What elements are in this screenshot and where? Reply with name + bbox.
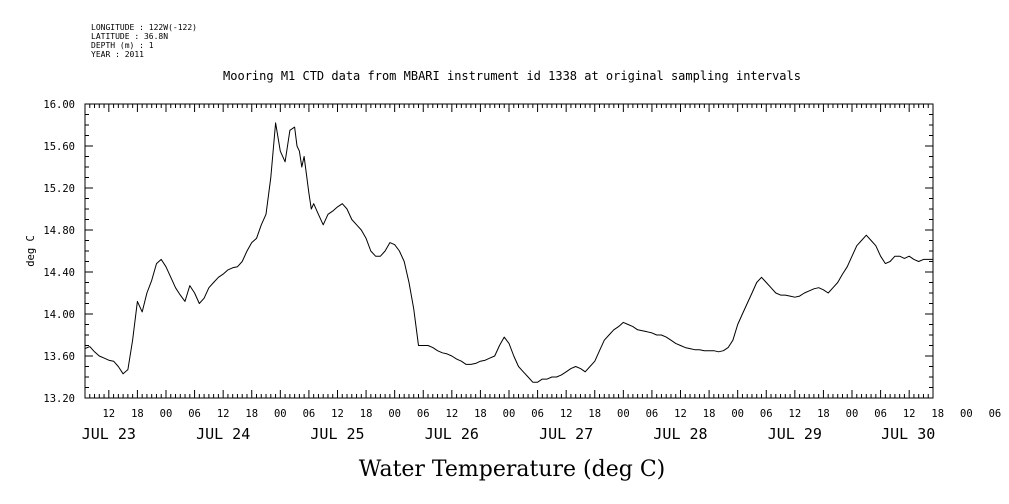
x-hour-label: 18 <box>817 408 830 420</box>
x-hour-label: 00 <box>274 408 287 420</box>
y-tick-label: 14.00 <box>43 309 75 321</box>
x-hour-label: 12 <box>102 408 115 420</box>
chart-title: Mooring M1 CTD data from MBARI instrumen… <box>223 69 801 83</box>
y-tick-label: 15.20 <box>43 183 75 195</box>
x-hour-label: 12 <box>217 408 230 420</box>
x-day-label: JUL 27 <box>539 425 593 443</box>
y-tick-label: 14.80 <box>43 225 75 237</box>
x-hour-label: 06 <box>303 408 316 420</box>
x-hour-label: 00 <box>160 408 173 420</box>
x-hour-label: 18 <box>131 408 144 420</box>
x-hour-label: 18 <box>245 408 258 420</box>
y-axis-label: deg C <box>25 235 37 267</box>
x-hour-label: 06 <box>531 408 544 420</box>
x-hour-label: 00 <box>503 408 516 420</box>
x-hour-label: 06 <box>646 408 659 420</box>
temperature-series-line <box>84 122 933 383</box>
x-hour-label: 12 <box>674 408 687 420</box>
x-day-label: JUL 28 <box>653 425 707 443</box>
x-axis-ticks: 12 18 00 06 12 18 00 06 12 18 00 06 12 18 00 06 12 18 00 06… <box>82 104 1002 443</box>
x-day-label: JUL 26 <box>425 425 479 443</box>
depth-text: DEPTH (m) : 1 <box>91 41 154 50</box>
x-hour-label: 00 <box>617 408 630 420</box>
x-hour-label: 12 <box>903 408 916 420</box>
x-day-label: JUL 25 <box>310 425 364 443</box>
x-hour-label: 06 <box>989 408 1002 420</box>
x-hour-label: 18 <box>703 408 716 420</box>
plot-frame <box>84 103 934 399</box>
x-day-label: JUL 24 <box>196 425 250 443</box>
x-hour-label: 18 <box>931 408 944 420</box>
x-hour-label: 06 <box>188 408 201 420</box>
y-tick-label: 13.20 <box>43 393 75 405</box>
x-hour-label: 12 <box>789 408 802 420</box>
x-day-label: JUL 23 <box>82 425 136 443</box>
series-layer <box>84 122 933 383</box>
x-hour-label: 00 <box>846 408 859 420</box>
y-tick-label: 16.00 <box>43 99 75 111</box>
x-day-label: JUL 29 <box>768 425 822 443</box>
x-hour-label: 12 <box>560 408 573 420</box>
y-tick-label: 14.40 <box>43 267 75 279</box>
x-hour-label: 00 <box>731 408 744 420</box>
x-hour-label: 06 <box>874 408 887 420</box>
x-hour-label: 18 <box>474 408 487 420</box>
latitude-text: LATITUDE : 36.8N <box>91 32 168 41</box>
x-hour-label: 00 <box>388 408 401 420</box>
x-hour-label: 18 <box>360 408 373 420</box>
longitude-text: LONGITUDE : 122W(-122) <box>91 23 197 32</box>
x-hour-label: 00 <box>960 408 973 420</box>
year-text: YEAR : 2011 <box>91 50 144 59</box>
x-hour-label: 06 <box>760 408 773 420</box>
x-hour-label: 12 <box>446 408 459 420</box>
y-tick-label: 13.60 <box>43 351 75 363</box>
y-tick-label: 15.60 <box>43 141 75 153</box>
x-hour-label: 06 <box>417 408 430 420</box>
x-day-label: JUL 30 <box>881 425 935 443</box>
x-axis-label: Water Temperature (deg C) <box>359 457 666 482</box>
x-hour-label: 12 <box>331 408 344 420</box>
x-hour-label: 18 <box>588 408 601 420</box>
y-axis-ticks: 16.00 15.60 15.20 14.80 14.40 14.00 13.60 13.20 <box>43 99 933 405</box>
